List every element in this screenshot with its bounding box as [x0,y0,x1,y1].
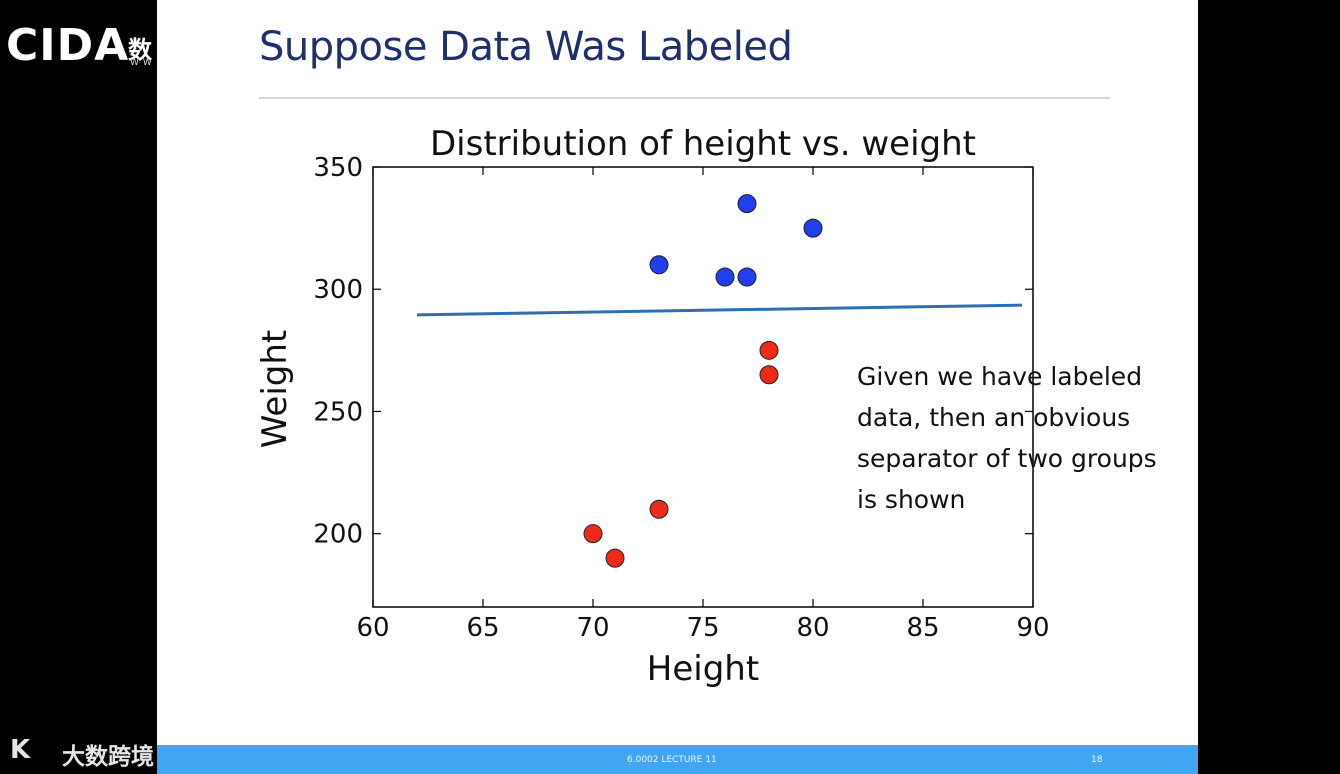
brand-logo-www: WW [130,58,156,68]
brand-logo-cn: 数 [128,36,152,64]
x-tick-label: 90 [1016,613,1049,643]
brand-logo: CIDA [6,20,130,71]
blue-data-point [803,218,823,238]
red-data-point [759,365,779,385]
x-tick-label: 65 [466,613,499,643]
red-data-point [759,340,779,360]
scatter-chart: Distribution of height vs. weight Height… [255,124,1050,689]
axis-ticks: 60 65 70 75 80 85 90 200 250 300 350 [313,153,1049,643]
y-tick-label: 350 [313,153,363,183]
separator-line [416,303,1023,317]
footer-bar: 6.0002 LECTURE 11 18 [157,745,1198,774]
watermark-text: 大数跨境 [62,744,154,770]
x-tick-label: 70 [576,613,609,643]
data-points [583,194,823,568]
y-tick-label: 250 [313,397,363,427]
y-tick-label: 300 [313,275,363,305]
red-data-point [583,524,603,544]
plot-frame [372,166,1034,608]
blue-data-point [649,255,669,275]
blue-data-point [737,267,757,287]
separator-lines [416,303,1023,317]
blue-data-point [715,267,735,287]
y-axis-label: Weight [255,330,295,448]
chart-title: Distribution of height vs. weight [430,124,976,164]
x-tick-label: 85 [906,613,939,643]
x-tick-label: 75 [686,613,719,643]
footer-page-number: 18 [1091,755,1103,765]
red-data-point [649,499,669,519]
y-tick-label: 200 [313,520,363,550]
x-axis-label: Height [647,649,759,689]
slide: Suppose Data Was Labeled Distribution of… [157,0,1198,774]
title-divider [259,97,1110,99]
slide-title: Suppose Data Was Labeled [259,24,793,70]
blue-data-point [737,194,757,214]
watermark-logo: K [10,735,31,765]
footer-lecture-label: 6.0002 LECTURE 11 [627,755,717,765]
x-tick-label: 60 [356,613,389,643]
red-data-point [605,548,625,568]
callout-text: Given we have labeled data, then an obvi… [857,362,1157,514]
x-tick-label: 80 [796,613,829,643]
